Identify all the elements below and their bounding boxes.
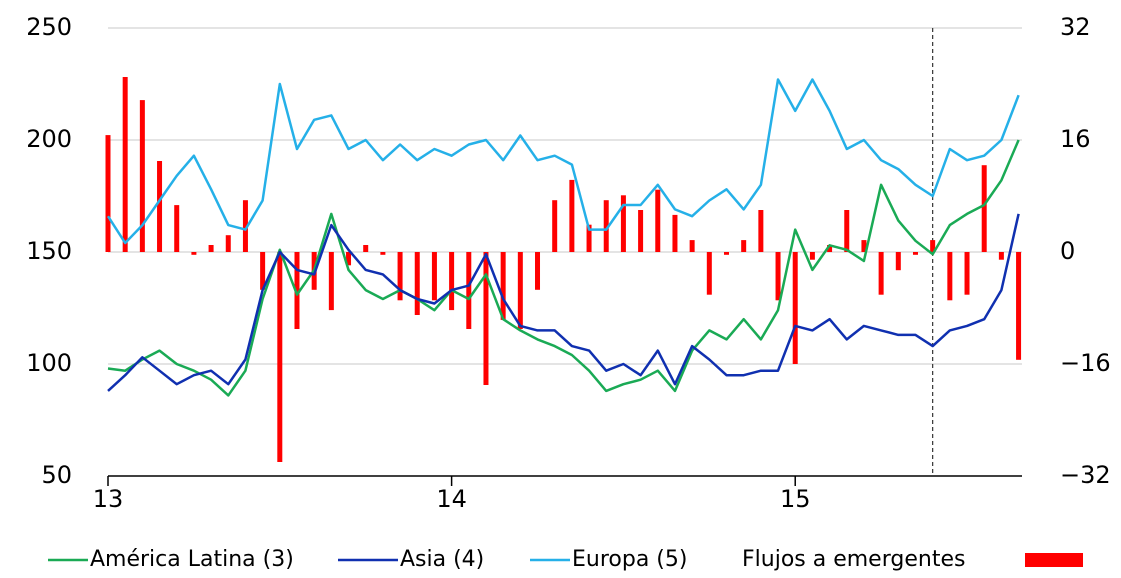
legend-label: Europa (5) [572, 547, 687, 572]
bar [895, 252, 901, 271]
bar [775, 252, 781, 301]
x-tick-label: 14 [436, 485, 467, 513]
legend-label: América Latina (3) [90, 547, 294, 572]
bar [586, 224, 592, 252]
y2-tick-label: −32 [1060, 461, 1111, 489]
bar [569, 179, 575, 252]
bar [964, 252, 970, 295]
bar [449, 252, 455, 311]
y-tick-label: 50 [41, 461, 72, 489]
bar [878, 252, 884, 295]
bar [603, 200, 609, 252]
bar [706, 252, 712, 295]
bar [861, 240, 867, 252]
bar [844, 210, 850, 252]
bar [157, 161, 163, 252]
bar [1016, 252, 1022, 360]
bar [397, 252, 403, 301]
legend-label: Asia (4) [400, 547, 484, 572]
bar [741, 240, 747, 252]
bar [758, 210, 764, 252]
bar [620, 195, 626, 252]
bar [500, 252, 506, 320]
bar [809, 252, 815, 260]
bar [277, 252, 283, 462]
bar [912, 252, 918, 255]
bar [380, 252, 386, 255]
bar [981, 165, 987, 252]
x-tick-label: 13 [93, 485, 124, 513]
bar [517, 252, 523, 329]
bar [655, 189, 661, 252]
bar [998, 252, 1004, 260]
bar [414, 252, 420, 315]
bar [363, 245, 369, 252]
bar [191, 252, 197, 255]
bar [792, 252, 798, 364]
bar [174, 205, 180, 252]
bar [328, 252, 334, 311]
bar [689, 240, 695, 252]
line [107, 213, 1020, 392]
line [107, 139, 1020, 397]
bar [122, 77, 128, 252]
bar [242, 200, 248, 252]
legend-swatch [1025, 553, 1083, 567]
bar [466, 252, 472, 329]
y2-tick-label: 0 [1060, 237, 1075, 265]
y-tick-label: 200 [26, 125, 72, 153]
bar [431, 252, 437, 301]
bar [930, 240, 936, 252]
bar [225, 235, 231, 252]
bar [260, 252, 266, 290]
bar [535, 252, 541, 290]
bar [139, 100, 145, 252]
bar [672, 214, 678, 252]
bar [552, 200, 558, 252]
y-tick-label: 150 [26, 237, 72, 265]
bar [483, 252, 489, 385]
y2-tick-label: −16 [1060, 349, 1111, 377]
y-tick-label: 100 [26, 349, 72, 377]
bar [294, 252, 300, 329]
y2-tick-label: 16 [1060, 125, 1091, 153]
y-tick-label: 250 [26, 13, 72, 41]
legend-label: Flujos a emergentes [742, 547, 965, 572]
line [106, 78, 1020, 245]
bar [346, 252, 352, 266]
x-tick-label: 15 [780, 485, 811, 513]
bar [947, 252, 953, 301]
bar [723, 252, 729, 255]
bar [638, 210, 644, 252]
bar [827, 245, 833, 252]
bar [208, 245, 214, 252]
y2-tick-label: 32 [1060, 13, 1091, 41]
bar [105, 135, 111, 252]
